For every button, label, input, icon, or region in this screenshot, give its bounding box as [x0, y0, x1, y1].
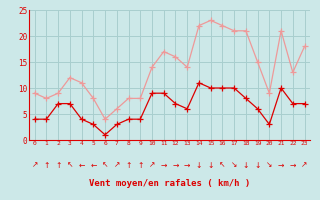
Text: ←: ←	[90, 160, 97, 170]
Text: ↗: ↗	[31, 160, 38, 170]
Text: ↑: ↑	[125, 160, 132, 170]
Text: ↓: ↓	[196, 160, 202, 170]
Text: ↖: ↖	[67, 160, 73, 170]
Text: Vent moyen/en rafales ( km/h ): Vent moyen/en rafales ( km/h )	[89, 180, 250, 188]
Text: ↑: ↑	[137, 160, 143, 170]
Text: ↑: ↑	[43, 160, 50, 170]
Text: ↓: ↓	[243, 160, 249, 170]
Text: ↓: ↓	[207, 160, 214, 170]
Text: →: →	[172, 160, 179, 170]
Text: ↖: ↖	[102, 160, 108, 170]
Text: ↗: ↗	[301, 160, 308, 170]
Text: ↘: ↘	[266, 160, 273, 170]
Text: →: →	[161, 160, 167, 170]
Text: ↘: ↘	[231, 160, 237, 170]
Text: ↗: ↗	[149, 160, 155, 170]
Text: ↓: ↓	[254, 160, 261, 170]
Text: →: →	[290, 160, 296, 170]
Text: →: →	[184, 160, 190, 170]
Text: ↑: ↑	[55, 160, 61, 170]
Text: ↖: ↖	[219, 160, 226, 170]
Text: →: →	[278, 160, 284, 170]
Text: ←: ←	[78, 160, 85, 170]
Text: ↗: ↗	[114, 160, 120, 170]
